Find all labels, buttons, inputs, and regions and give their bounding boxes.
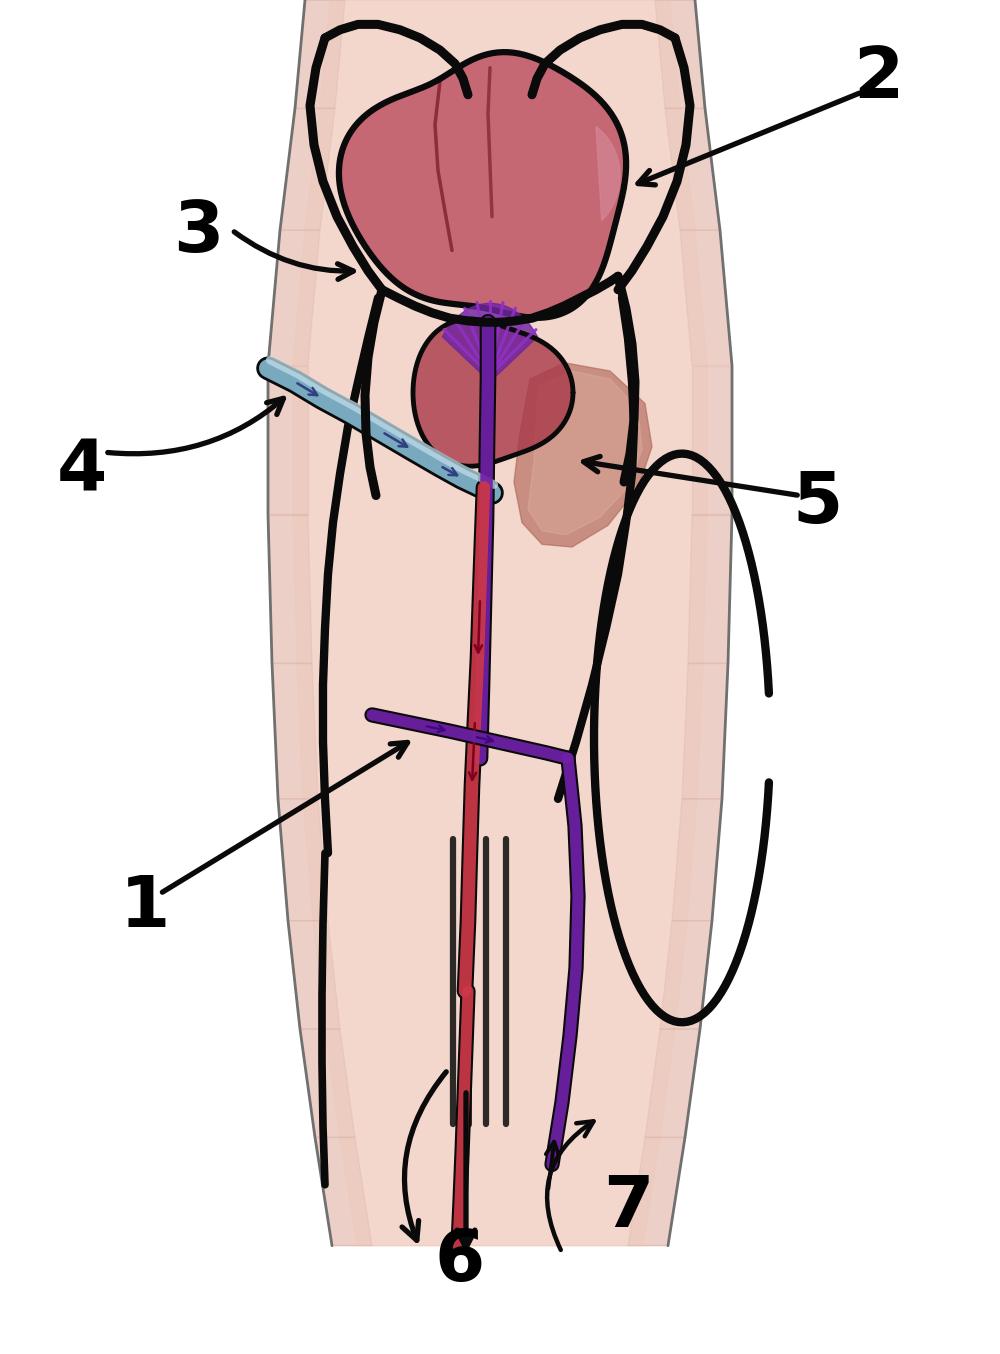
Polygon shape — [268, 230, 320, 366]
Polygon shape — [680, 230, 732, 366]
Polygon shape — [413, 320, 573, 466]
Polygon shape — [655, 0, 705, 108]
Polygon shape — [268, 515, 312, 663]
Text: 1: 1 — [120, 873, 170, 941]
Polygon shape — [672, 799, 722, 921]
Polygon shape — [682, 663, 728, 799]
Polygon shape — [300, 1029, 355, 1137]
Polygon shape — [514, 363, 652, 547]
Polygon shape — [280, 108, 335, 230]
Polygon shape — [339, 51, 626, 318]
Polygon shape — [645, 1029, 700, 1137]
Text: 4: 4 — [57, 437, 107, 505]
Text: 6: 6 — [435, 1228, 485, 1296]
Polygon shape — [665, 108, 720, 230]
Polygon shape — [442, 303, 538, 382]
Polygon shape — [295, 0, 345, 108]
Polygon shape — [660, 921, 712, 1029]
Polygon shape — [288, 921, 340, 1029]
Polygon shape — [692, 366, 732, 515]
Text: 3: 3 — [173, 199, 223, 267]
Polygon shape — [628, 1137, 685, 1246]
Polygon shape — [272, 663, 318, 799]
Text: 2: 2 — [853, 45, 903, 112]
Polygon shape — [293, 0, 707, 1246]
Polygon shape — [278, 799, 328, 921]
Polygon shape — [268, 366, 308, 515]
Polygon shape — [528, 371, 642, 535]
Polygon shape — [268, 0, 732, 1246]
Polygon shape — [315, 1137, 372, 1246]
Text: 7: 7 — [603, 1174, 653, 1242]
Polygon shape — [596, 126, 620, 221]
Text: 5: 5 — [793, 470, 843, 538]
Polygon shape — [688, 515, 732, 663]
